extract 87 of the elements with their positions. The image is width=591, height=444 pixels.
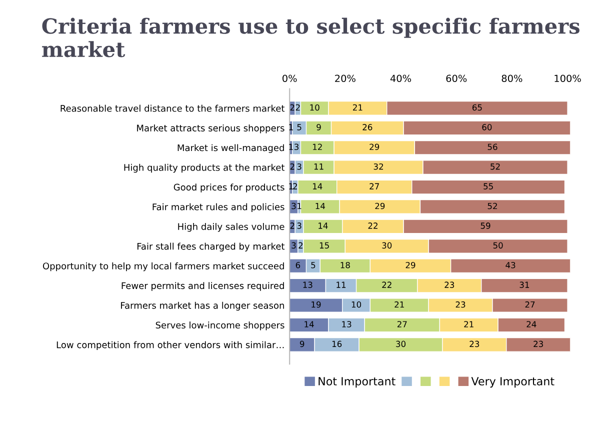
y-tick-label: Market attracts serious shoppers (137, 124, 284, 134)
data-label: 56 (488, 144, 498, 150)
data-label: 19 (312, 301, 321, 308)
data-label: 3 (297, 163, 302, 170)
y-tick-label: Fewer permits and licenses required (122, 282, 284, 291)
data-label: 21 (394, 301, 404, 308)
data-label: 22 (382, 282, 392, 288)
legend-label: Very Important (471, 377, 554, 388)
data-label: 14 (304, 321, 314, 328)
y-tick-label: Opportunity to help my local farmers market succeed (42, 262, 284, 272)
data-label: 23 (470, 340, 480, 348)
data-label: 1 (289, 124, 293, 130)
data-label: 23 (444, 282, 454, 288)
x-tick-label: 0% (282, 74, 297, 82)
y-tick-label: Fair market rules and policies (152, 203, 284, 212)
data-label: 15 (320, 242, 329, 249)
data-label: 65 (472, 104, 482, 111)
data-label: 59 (480, 222, 490, 229)
data-label: 16 (332, 340, 342, 348)
data-label: 5 (311, 262, 316, 268)
data-label: 3 (294, 144, 299, 150)
y-tick-label: Market is well-managed (178, 144, 284, 153)
chart-title: Criteria farmers use to select specific farmers market (42, 18, 580, 58)
data-label: 55 (484, 183, 493, 190)
data-label: 1 (289, 183, 293, 190)
data-label: 29 (406, 262, 416, 268)
y-tick-label: High daily sales volume (178, 223, 284, 232)
data-label: 14 (318, 222, 328, 229)
x-tick-label: 60% (446, 74, 467, 82)
data-label: 52 (490, 163, 500, 170)
data-label: 18 (340, 262, 350, 268)
data-label: 2 (298, 242, 303, 248)
data-label: 5 (297, 124, 302, 130)
data-label: 27 (370, 183, 379, 190)
y-tick-label: Fair stall fees charged by market (137, 242, 285, 252)
legend-label: Not Important (318, 377, 396, 388)
y-tick-label: Serves low-income shoppers (156, 322, 284, 330)
data-label: 9 (316, 124, 321, 130)
data-label: 29 (375, 202, 385, 210)
data-label: 3 (292, 242, 296, 249)
data-label: 30 (382, 242, 392, 249)
data-label: 2 (290, 104, 294, 111)
x-tick-label: 100% (554, 74, 581, 82)
data-label: 31 (520, 282, 529, 288)
data-label: 2 (296, 104, 300, 111)
x-tick-label: 20% (335, 74, 356, 82)
data-label: 11 (336, 282, 346, 288)
data-label: 2 (290, 163, 294, 170)
data-label: 9 (300, 340, 304, 348)
data-label: 23 (534, 340, 543, 348)
y-tick-label: Low competition from other vendors with similar… (56, 341, 284, 350)
data-label: 22 (368, 222, 378, 229)
data-label: 23 (456, 301, 466, 308)
data-label: 6 (296, 262, 300, 268)
data-label: 10 (352, 301, 362, 308)
x-tick-label: 80% (502, 74, 522, 82)
data-label: 52 (488, 202, 497, 210)
data-label: 14 (316, 202, 325, 210)
data-label: 24 (526, 321, 536, 328)
data-label: 12 (313, 144, 322, 150)
data-label: 29 (370, 144, 380, 150)
y-tick-label: Farmers market has a longer season (121, 302, 284, 311)
data-label: 3 (292, 202, 296, 210)
data-label: 21 (352, 104, 362, 111)
data-label: 2 (290, 222, 294, 229)
data-label: 32 (374, 163, 383, 170)
data-label: 43 (506, 262, 516, 268)
data-label: 26 (362, 124, 372, 130)
data-label: 14 (313, 183, 322, 190)
data-label: 21 (464, 321, 474, 328)
data-label: 27 (525, 301, 535, 308)
data-label: 27 (397, 321, 407, 328)
data-label: 50 (493, 242, 503, 249)
y-tick-label: Reasonable travel distance to the farmers market (60, 104, 285, 112)
data-label: 13 (303, 282, 312, 288)
data-label: 10 (310, 104, 320, 111)
y-tick-label: High quality products at the market (124, 164, 285, 173)
x-tick-label: 40% (390, 74, 412, 82)
y-tick-label: Good prices for products (174, 184, 284, 192)
data-label: 13 (342, 321, 352, 328)
data-label: 2 (293, 183, 297, 190)
data-label: 1 (298, 202, 302, 210)
data-label: 3 (297, 222, 302, 229)
data-label: 11 (314, 164, 324, 170)
data-label: 60 (482, 124, 492, 130)
data-label: 30 (396, 340, 406, 348)
data-label: 1 (289, 144, 293, 150)
